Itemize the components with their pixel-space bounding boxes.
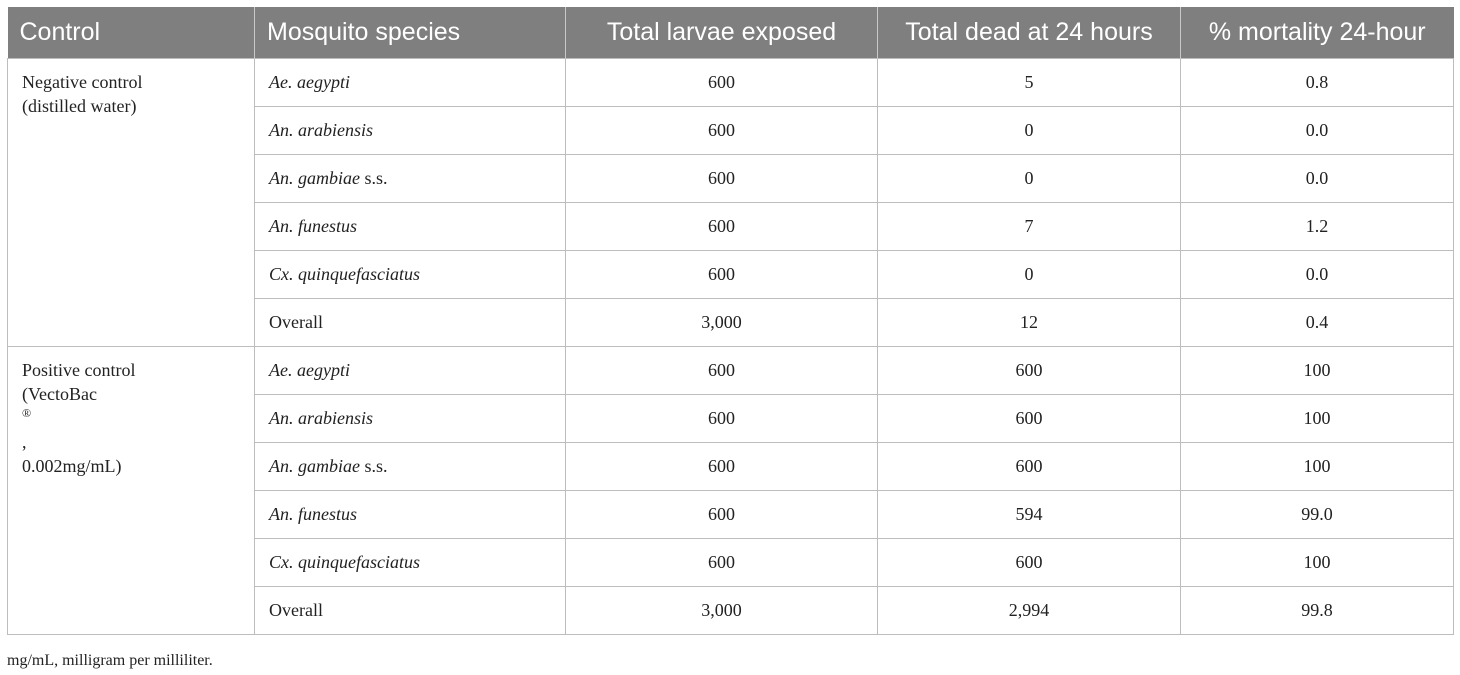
species-cell: Ae. aegypti <box>254 346 566 395</box>
dead-cell: 0 <box>877 250 1181 299</box>
mortality-cell: 0.0 <box>1180 106 1454 155</box>
dead-cell: 600 <box>877 442 1181 491</box>
group-label-line: Negative control <box>22 72 143 92</box>
dead-cell: 594 <box>877 490 1181 539</box>
species-cell: An. funestus <box>254 490 566 539</box>
mortality-cell: 99.0 <box>1180 490 1454 539</box>
mortality-cell: 0.0 <box>1180 250 1454 299</box>
species-cell: An. funestus <box>254 202 566 251</box>
mortality-cell: 100 <box>1180 346 1454 395</box>
dead-cell: 600 <box>877 394 1181 443</box>
header-mortality: % mortality 24-hour <box>1180 7 1454 59</box>
exposed-cell: 600 <box>565 202 878 251</box>
table-row: An. funestus 600 594 99.0 <box>8 490 1454 539</box>
species-cell: Cx. quinquefasciatus <box>254 538 566 587</box>
header-control: Control <box>7 7 255 59</box>
exposed-cell: 600 <box>565 58 878 107</box>
dead-cell: 600 <box>877 346 1181 395</box>
species-cell: Overall <box>254 586 566 635</box>
species-cell: An. arabiensis <box>254 394 566 443</box>
header-dead: Total dead at 24 hours <box>877 7 1181 59</box>
header-exposed: Total larvae exposed <box>565 7 878 59</box>
exposed-cell: 600 <box>565 442 878 491</box>
mortality-cell: 100 <box>1180 442 1454 491</box>
group-label-line: (distilled water) <box>22 96 137 116</box>
group-label-line: (VectoBac ®, <box>22 384 97 452</box>
table-row: Cx. quinquefasciatus 600 600 100 <box>8 538 1454 587</box>
table-row: An. gambiae s.s. 600 0 0.0 <box>8 154 1454 203</box>
exposed-cell: 600 <box>565 346 878 395</box>
dead-cell: 5 <box>877 58 1181 107</box>
mortality-cell: 100 <box>1180 394 1454 443</box>
table-row: An. arabiensis 600 0 0.0 <box>8 106 1454 155</box>
group-label-line: 0.002mg/mL) <box>22 456 122 476</box>
mortality-cell: 0.8 <box>1180 58 1454 107</box>
table-row-overall: Overall 3,000 12 0.4 <box>8 298 1454 347</box>
species-cell: An. arabiensis <box>254 106 566 155</box>
group-label-line: Positive control <box>22 360 136 380</box>
table-row-overall: Overall 3,000 2,994 99.8 <box>8 586 1454 635</box>
mortality-cell: 0.4 <box>1180 298 1454 347</box>
table-row: Cx. quinquefasciatus 600 0 0.0 <box>8 250 1454 299</box>
table-row: Negative control (distilled water) Ae. a… <box>7 58 1454 347</box>
header-row: Control Mosquito species Total larvae ex… <box>7 7 1454 59</box>
species-cell: Ae. aegypti <box>254 58 566 107</box>
exposed-cell: 600 <box>565 106 878 155</box>
exposed-cell: 600 <box>565 250 878 299</box>
dead-cell: 12 <box>877 298 1181 347</box>
mortality-cell: 99.8 <box>1180 586 1454 635</box>
dead-cell: 600 <box>877 538 1181 587</box>
mortality-cell: 1.2 <box>1180 202 1454 251</box>
group-label-negative: Negative control (distilled water) <box>7 58 255 347</box>
group-label-positive: Positive control (VectoBac ®, 0.002mg/mL) <box>7 346 255 635</box>
registered-mark: ® <box>22 406 32 420</box>
dead-cell: 0 <box>877 106 1181 155</box>
results-table-container: Control Mosquito species Total larvae ex… <box>7 7 1454 635</box>
exposed-cell: 600 <box>565 154 878 203</box>
species-cell: Overall <box>254 298 566 347</box>
header-species: Mosquito species <box>254 7 566 59</box>
species-cell: An. gambiae s.s. <box>254 154 566 203</box>
exposed-cell: 600 <box>565 538 878 587</box>
dead-cell: 2,994 <box>877 586 1181 635</box>
dead-cell: 0 <box>877 154 1181 203</box>
exposed-cell: 600 <box>565 490 878 539</box>
mortality-cell: 0.0 <box>1180 154 1454 203</box>
mortality-cell: 100 <box>1180 538 1454 587</box>
species-cell: Cx. quinquefasciatus <box>254 250 566 299</box>
mortality-table: Control Mosquito species Total larvae ex… <box>7 7 1454 635</box>
table-row: Positive control (VectoBac ®, 0.002mg/mL)… <box>7 346 1454 635</box>
table-footnote: mg/mL, milligram per milliliter. <box>7 652 213 669</box>
exposed-cell: 3,000 <box>565 298 878 347</box>
species-cell: An. gambiae s.s. <box>254 442 566 491</box>
exposed-cell: 3,000 <box>565 586 878 635</box>
exposed-cell: 600 <box>565 394 878 443</box>
dead-cell: 7 <box>877 202 1181 251</box>
table-row: An. funestus 600 7 1.2 <box>8 202 1454 251</box>
table-row: An. gambiae s.s. 600 600 100 <box>8 442 1454 491</box>
